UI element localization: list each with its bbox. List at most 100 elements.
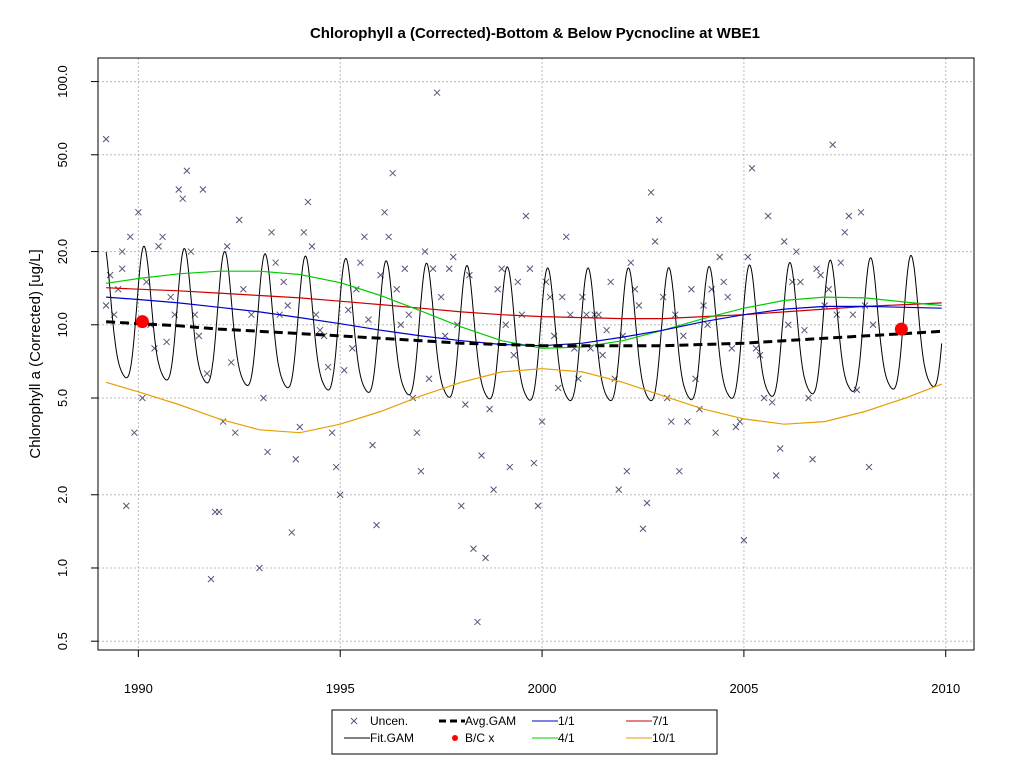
oct1-line bbox=[105, 368, 942, 434]
legend-symbol-bc bbox=[452, 735, 458, 741]
uncen-point bbox=[235, 216, 243, 224]
uncen-point bbox=[118, 265, 126, 273]
uncen-point bbox=[324, 363, 332, 371]
uncen-point bbox=[635, 302, 643, 309]
uncen-point bbox=[720, 278, 728, 286]
y-tick-label: 5.0 bbox=[55, 389, 70, 407]
uncen-point bbox=[675, 467, 683, 475]
y-tick-label: 50.0 bbox=[55, 142, 70, 167]
uncen-point bbox=[389, 169, 397, 177]
uncen-point bbox=[776, 445, 784, 452]
uncen-point bbox=[857, 208, 865, 216]
uncen-point bbox=[607, 278, 615, 286]
uncen-point bbox=[288, 529, 296, 536]
uncen-point bbox=[514, 278, 522, 286]
uncen-point bbox=[203, 370, 211, 377]
uncen-point bbox=[817, 271, 824, 279]
uncen-point bbox=[498, 265, 506, 273]
uncen-point bbox=[102, 135, 110, 143]
uncen-point bbox=[506, 463, 514, 471]
legend-symbol-uncen bbox=[350, 717, 358, 725]
uncen-point bbox=[869, 321, 877, 329]
uncen-point bbox=[780, 238, 788, 245]
legend-label-jan1: 1/1 bbox=[558, 714, 575, 728]
uncen-point bbox=[268, 228, 275, 236]
uncen-point bbox=[248, 311, 255, 319]
uncen-point bbox=[849, 311, 857, 319]
uncen-point bbox=[328, 429, 336, 437]
uncen-point bbox=[510, 351, 518, 359]
y-tick-label: 2.0 bbox=[55, 486, 70, 504]
uncen-point bbox=[825, 285, 833, 293]
uncen-point bbox=[369, 441, 376, 449]
uncen-point bbox=[143, 278, 150, 286]
uncen-point bbox=[478, 452, 485, 459]
uncen-point bbox=[623, 467, 631, 475]
y-axis-label: Chlorophyll a (Corrected) [ug/L] bbox=[27, 249, 44, 458]
legend-label-oct1: 10/1 bbox=[652, 731, 676, 745]
uncen-point bbox=[732, 423, 740, 431]
jan1-line bbox=[106, 296, 942, 347]
uncen-point bbox=[752, 344, 760, 352]
uncen-point bbox=[462, 401, 469, 408]
uncen-point bbox=[841, 228, 849, 236]
uncen-point bbox=[361, 233, 368, 241]
uncen-point bbox=[344, 306, 352, 314]
uncen-point bbox=[155, 243, 162, 250]
avg-gam-line bbox=[106, 320, 942, 348]
uncen-point bbox=[223, 243, 231, 250]
uncen-point bbox=[845, 212, 853, 220]
uncen-point bbox=[599, 351, 606, 359]
uncen-point bbox=[861, 302, 869, 309]
uncen-point bbox=[716, 253, 724, 261]
uncen-point bbox=[357, 259, 364, 267]
uncen-point bbox=[579, 293, 586, 301]
uncen-point bbox=[494, 285, 502, 293]
uncen-point bbox=[784, 321, 792, 329]
uncen-point bbox=[470, 545, 477, 553]
uncen-point bbox=[348, 344, 356, 352]
uncen-point bbox=[159, 233, 166, 241]
uncen-point bbox=[627, 259, 635, 267]
uncen-point bbox=[296, 423, 304, 431]
uncen-point bbox=[405, 311, 413, 319]
uncen-point bbox=[336, 491, 344, 499]
uncen-point bbox=[421, 248, 429, 255]
uncen-point bbox=[167, 293, 175, 301]
uncen-point bbox=[538, 418, 546, 425]
uncen-point bbox=[639, 525, 647, 533]
legend: Uncen. Avg.GAM 1/1 7/1 Fit.GAM B/C x 4/1 10/1 bbox=[331, 709, 718, 755]
uncen-point bbox=[445, 265, 453, 273]
uncen-point bbox=[126, 233, 134, 241]
uncen-point bbox=[227, 359, 235, 366]
uncen-point bbox=[183, 167, 191, 175]
uncen-point bbox=[728, 344, 736, 352]
uncen-point bbox=[667, 418, 675, 425]
uncen-point bbox=[534, 502, 542, 510]
uncen-point bbox=[502, 321, 510, 329]
grid bbox=[98, 58, 974, 650]
uncen-point bbox=[393, 285, 401, 293]
uncen-point bbox=[139, 394, 146, 402]
uncen-point bbox=[292, 455, 300, 463]
uncen-point bbox=[793, 248, 800, 255]
uncen-point bbox=[179, 195, 187, 203]
uncen-point bbox=[102, 302, 110, 309]
uncen-point bbox=[518, 311, 526, 319]
y-tick-label: 100.0 bbox=[55, 65, 70, 98]
uncen-point bbox=[207, 575, 215, 583]
uncen-point bbox=[280, 278, 288, 286]
uncen-point bbox=[526, 265, 534, 273]
uncen-point bbox=[256, 564, 263, 572]
uncen-point bbox=[809, 455, 816, 463]
uncen-point bbox=[381, 208, 388, 216]
uncen-point bbox=[684, 418, 691, 425]
uncen-point bbox=[163, 338, 170, 346]
uncen-point bbox=[760, 394, 768, 402]
uncen-point bbox=[449, 253, 457, 261]
uncen-point bbox=[304, 198, 312, 206]
uncen-point bbox=[651, 238, 659, 245]
uncen-point bbox=[365, 316, 372, 323]
uncen-point bbox=[272, 259, 279, 267]
uncen-point bbox=[373, 521, 380, 529]
